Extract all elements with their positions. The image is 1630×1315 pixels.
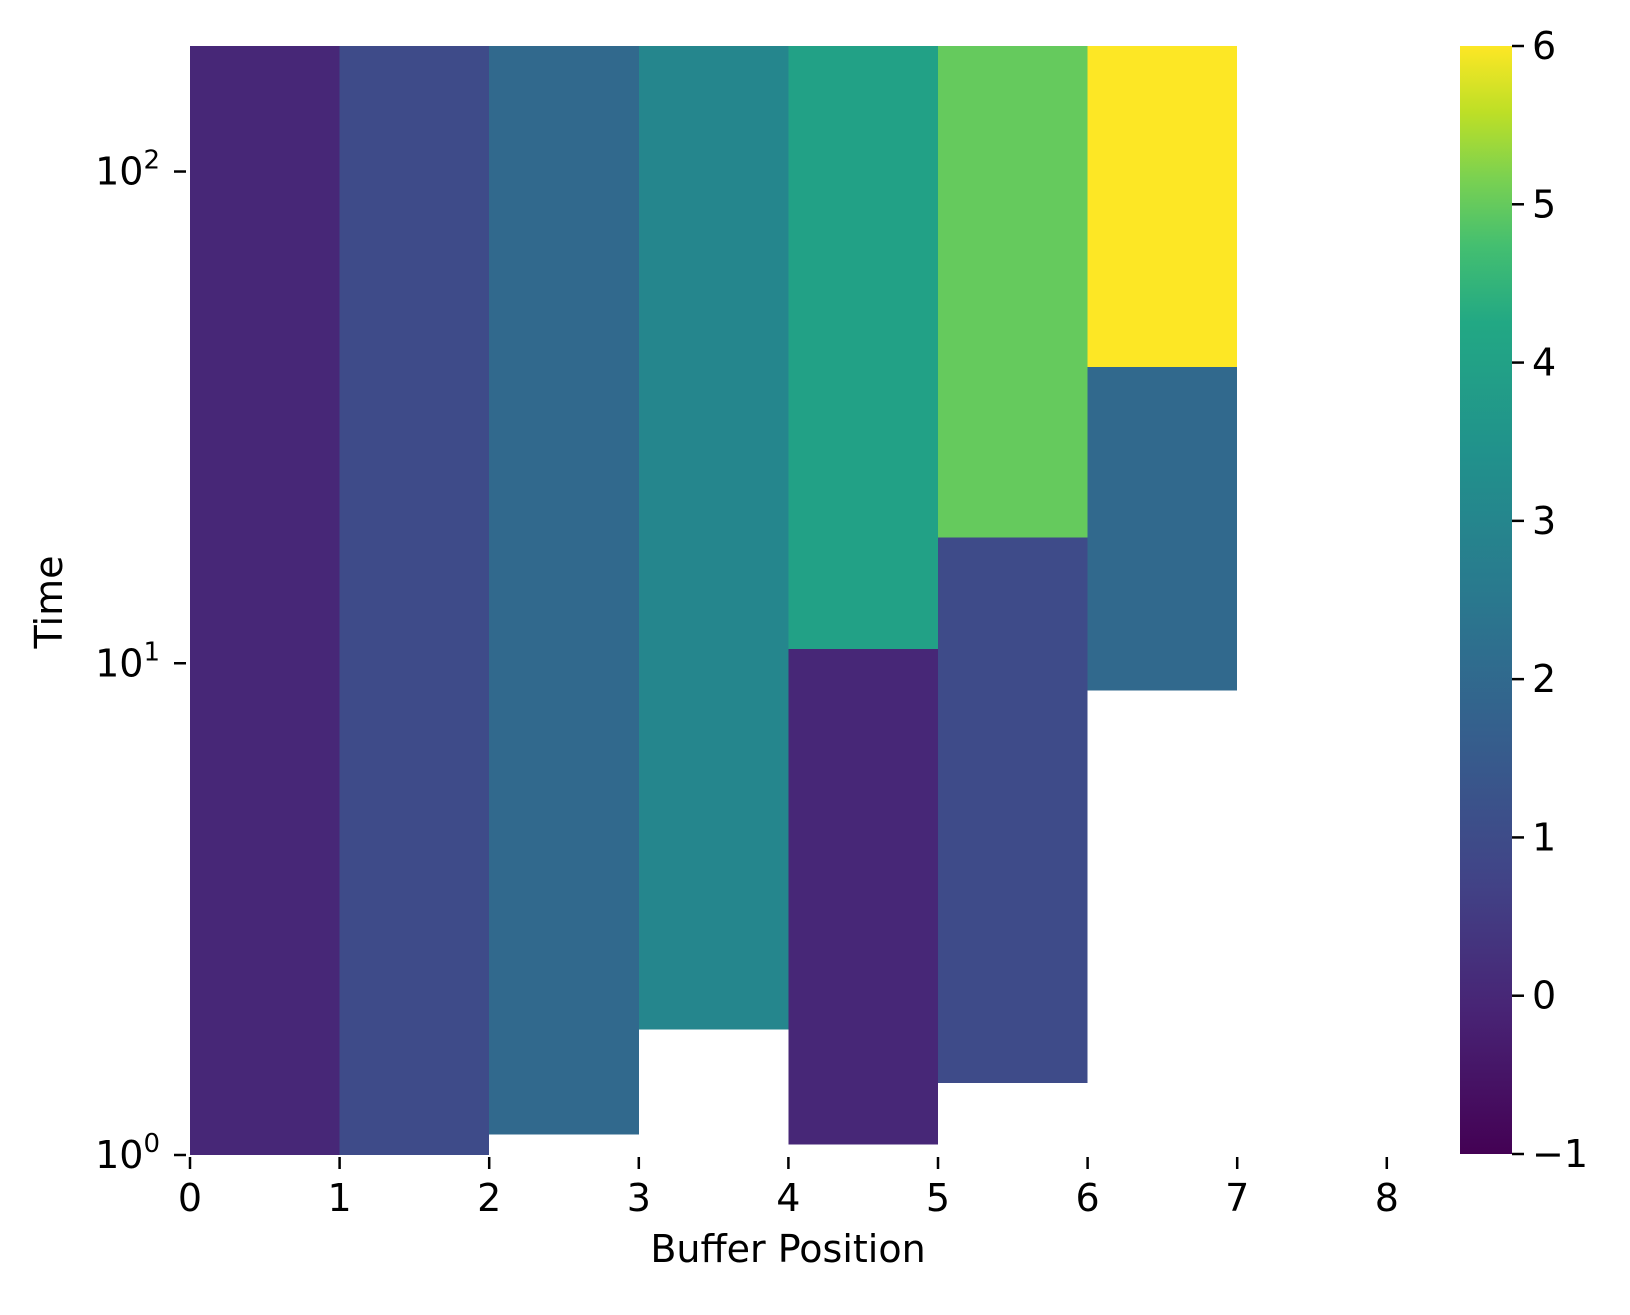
y-tick-label: 100 <box>95 1129 160 1177</box>
colorbar-tick-label: 2 <box>1532 657 1556 701</box>
x-axis-label: Buffer Position <box>650 1227 925 1271</box>
x-tick-label: 6 <box>1076 1176 1100 1220</box>
heatmap-cell <box>190 46 340 1155</box>
x-tick-label: 1 <box>328 1176 352 1220</box>
heatmap-cell <box>1087 367 1238 691</box>
x-tick-label: 7 <box>1225 1176 1249 1220</box>
colorbar-tick-label: −1 <box>1532 1132 1588 1176</box>
heatmap-cell <box>938 46 1088 538</box>
heatmap-cell <box>788 648 938 1145</box>
x-tick-label: 0 <box>178 1176 202 1220</box>
x-axis: 0 1 2 3 4 5 6 7 8 <box>178 1157 1399 1220</box>
colorbar-tick-label: 3 <box>1532 499 1556 543</box>
heatmap-cell <box>1087 46 1238 368</box>
y-tick-label: 102 <box>95 146 160 194</box>
colorbar-tick-label: 1 <box>1532 815 1556 859</box>
heatmap-cells <box>190 46 1238 1155</box>
y-axis-label: Time <box>27 556 71 650</box>
colorbar-tick-label: 6 <box>1532 24 1556 68</box>
y-axis: 100 101 102 <box>95 146 186 1177</box>
y-tick-label: 101 <box>95 637 160 685</box>
colorbar-axis: −1 0 1 2 3 4 5 6 <box>1512 24 1588 1176</box>
heatmap-cell <box>489 46 639 1135</box>
colorbar-tick-label: 4 <box>1532 341 1556 385</box>
x-tick-label: 2 <box>477 1176 501 1220</box>
heatmap-cell <box>938 537 1088 1084</box>
heatmap-cell <box>788 46 938 649</box>
x-tick-label: 8 <box>1375 1176 1399 1220</box>
heatmap-cell <box>638 46 789 1030</box>
colorbar-tick-label: 5 <box>1532 182 1556 226</box>
x-tick-label: 3 <box>627 1176 651 1220</box>
x-tick-label: 5 <box>926 1176 950 1220</box>
heatmap-cell <box>339 46 490 1155</box>
x-tick-label: 4 <box>776 1176 800 1220</box>
colorbar <box>1460 46 1512 1154</box>
colorbar-tick-label: 0 <box>1532 974 1556 1018</box>
